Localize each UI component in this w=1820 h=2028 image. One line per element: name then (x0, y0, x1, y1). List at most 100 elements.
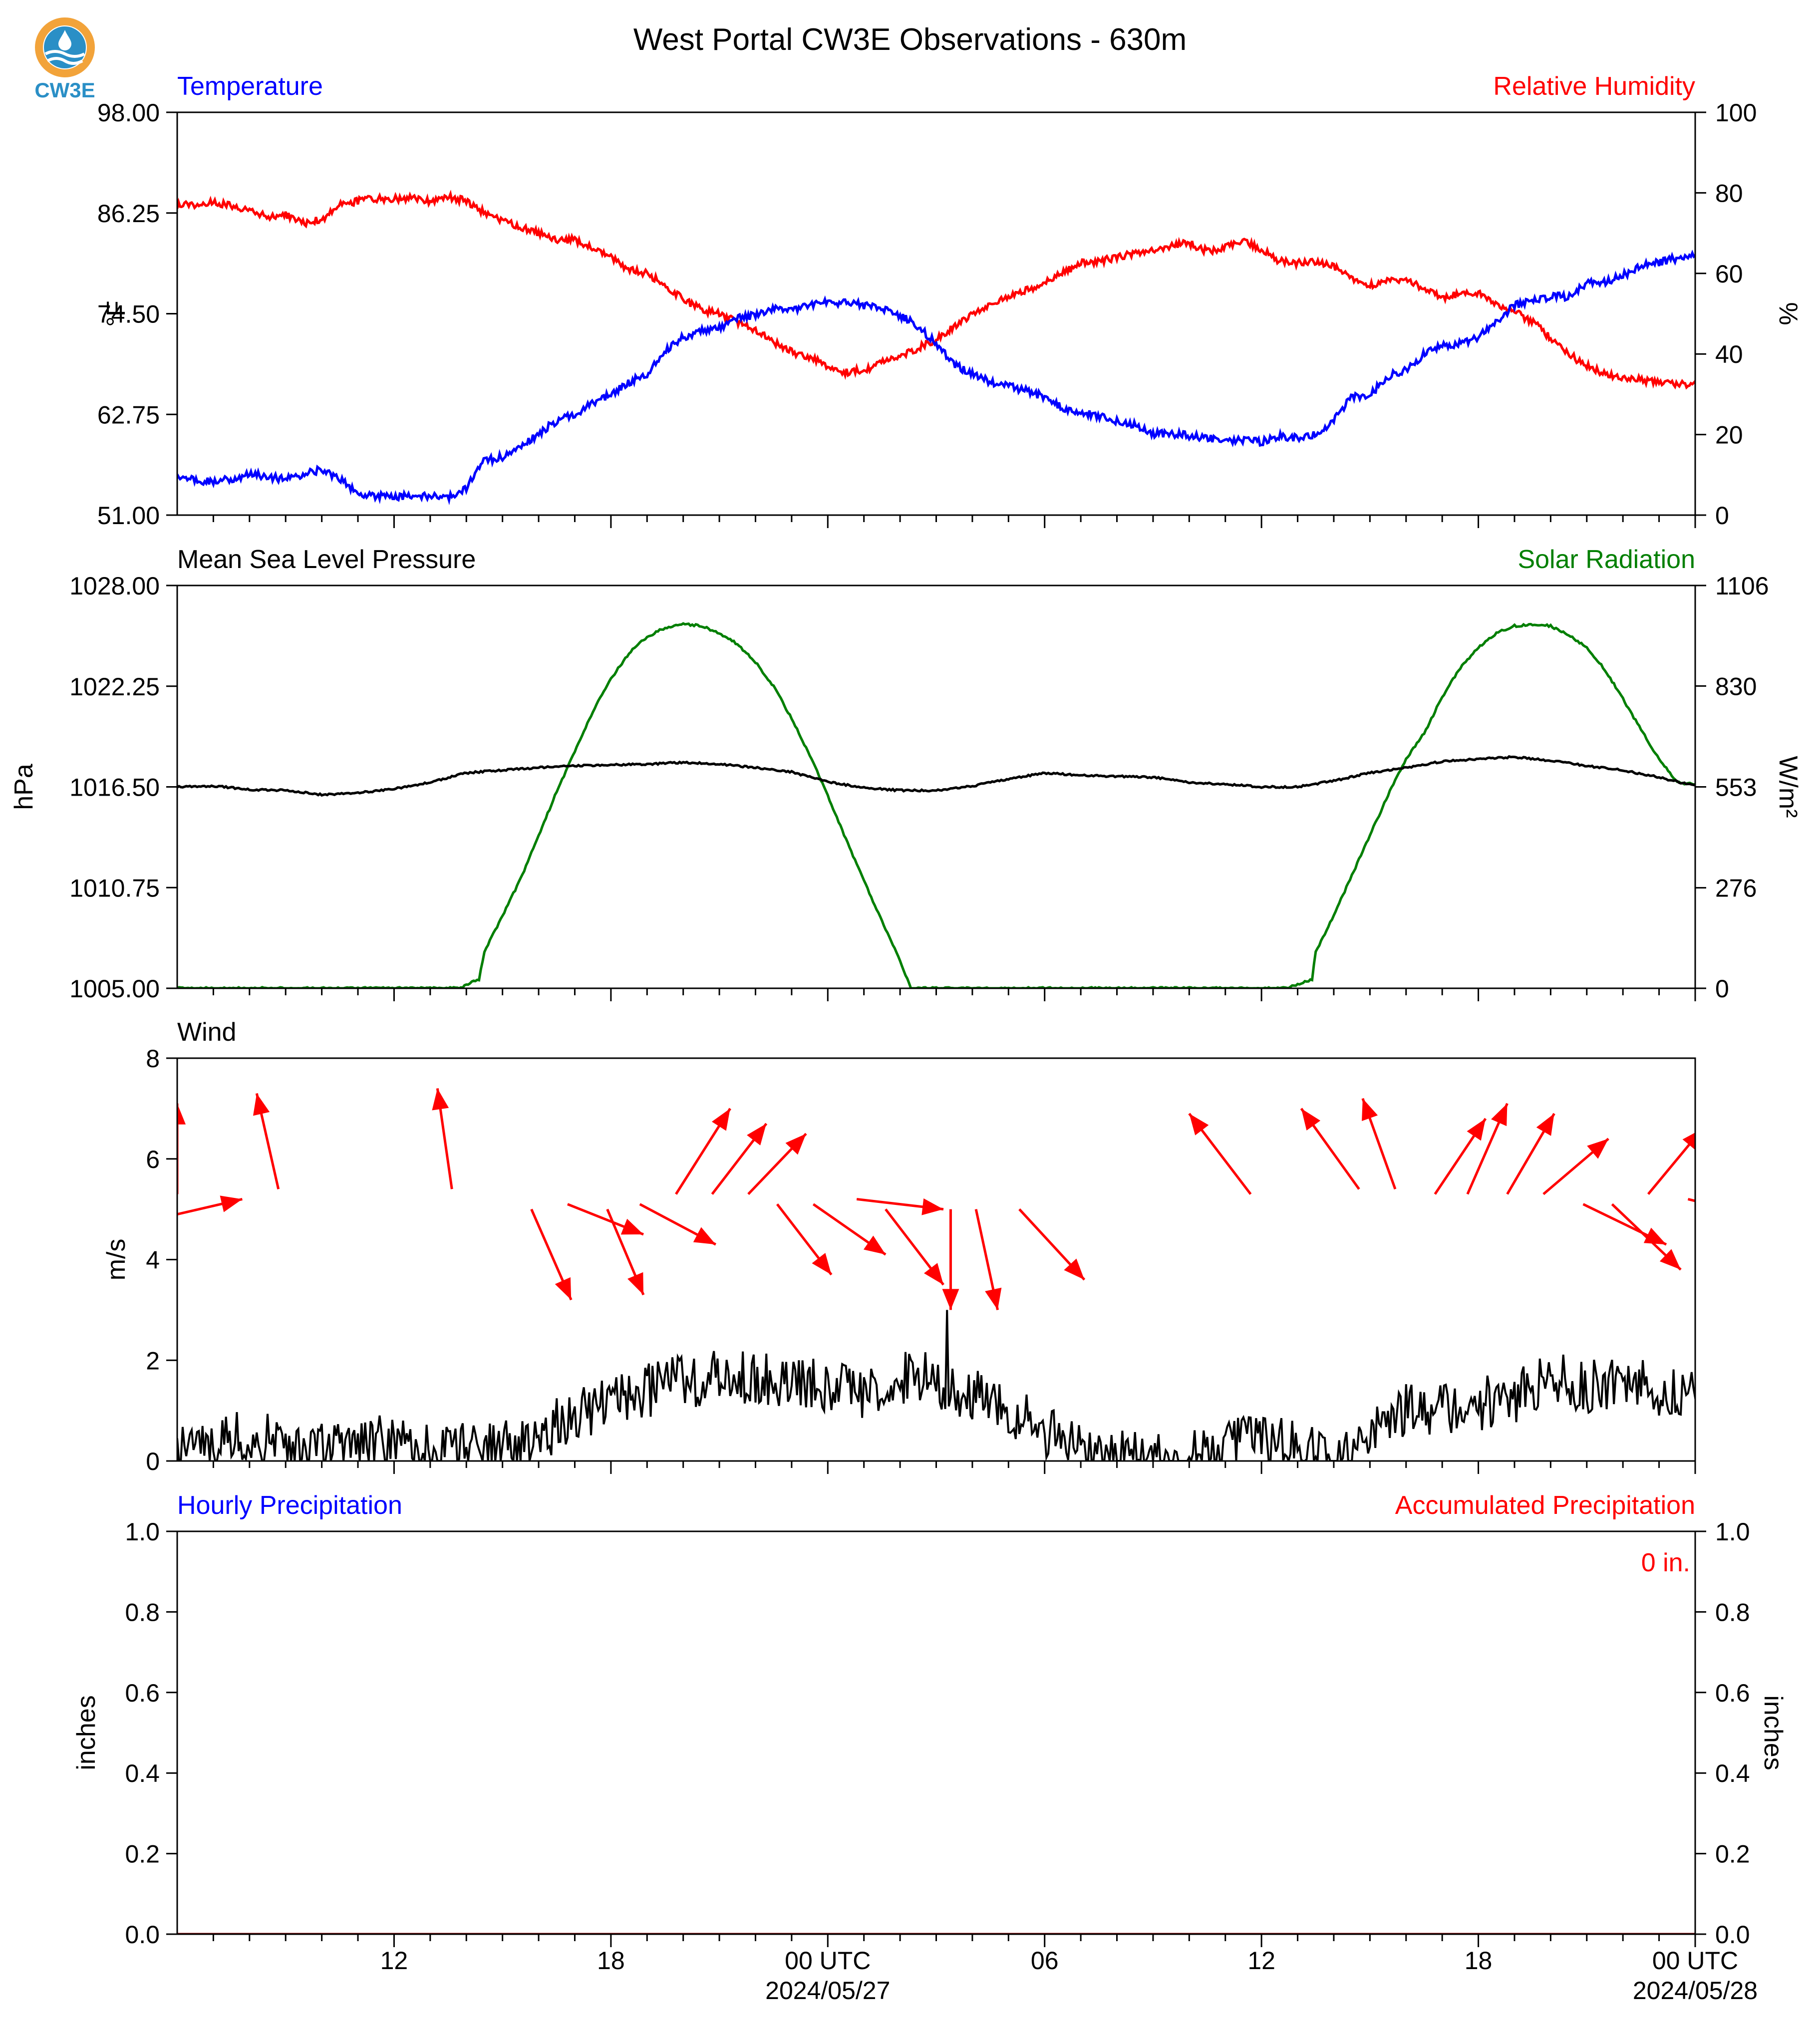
y-tick-label-left: 1016.50 (69, 774, 160, 802)
wind-arrow (1724, 1224, 1750, 1260)
panel-wind: Wind 0 2 4 6 8 m/s (102, 1018, 1750, 1475)
y-tick-label-right: 0 (1715, 502, 1729, 530)
y-tick-label-right: 0 (1715, 975, 1729, 1003)
panel-title-left: Wind (177, 1018, 236, 1047)
wind-arrow-head (812, 1253, 832, 1275)
y-tick-label-left: 1010.75 (69, 874, 160, 902)
wind-arrow-head (985, 1287, 1002, 1310)
wind-arrow-head (1730, 1237, 1749, 1259)
logo-text: CW3E (34, 78, 95, 102)
y-tick-label-left: 8 (146, 1045, 160, 1073)
y-tick-label-right: 276 (1715, 874, 1757, 902)
y-tick-label-right: 830 (1715, 672, 1757, 700)
y-tick-label-left: 98.00 (97, 99, 160, 127)
series-wind-speed (177, 1310, 1695, 1461)
y-tick-label-left: 0.6 (125, 1679, 160, 1707)
y-tick-label-right: 0.8 (1715, 1598, 1750, 1626)
panel-title-right: Relative Humidity (1493, 72, 1695, 101)
cw3e-logo: CW3E (34, 17, 95, 102)
x-tick-date-label: 2024/05/28 (1633, 1977, 1758, 2005)
y-tick-label-right: 100 (1715, 99, 1757, 127)
logo-drop-icon (58, 30, 71, 50)
y-tick-label-left: 4 (146, 1246, 160, 1274)
logo-sun-ring (35, 17, 95, 77)
y-tick-label-right: 40 (1715, 340, 1743, 368)
wind-arrow-head (1682, 1133, 1695, 1150)
wind-arrow-head (1659, 1249, 1681, 1270)
panel-frame (176, 1530, 1696, 1935)
wind-arrow-head (1064, 1258, 1085, 1280)
y-tick-label-left: 1022.25 (69, 673, 160, 701)
wind-arrow-head (1301, 1108, 1321, 1131)
wind-arrow-head (711, 1108, 730, 1131)
plot-area (177, 1088, 1750, 1461)
wind-arrow-head (693, 1227, 716, 1245)
y-tick-label-right: 1106 (1715, 572, 1769, 600)
y-axis-label-left: m/s (102, 1239, 131, 1281)
y-tick-label-right: 80 (1715, 179, 1743, 207)
precip-total-annotation: 0 in. (1641, 1548, 1690, 1577)
y-axis-label-left: inches (72, 1695, 101, 1770)
wind-arrow-head (1189, 1113, 1209, 1136)
y-tick-label-left: 1028.00 (69, 572, 160, 600)
y-tick-label-left: 0.2 (125, 1840, 160, 1868)
wind-arrow-head (1467, 1119, 1486, 1141)
panel-title-right: Accumulated Precipitation (1395, 1491, 1695, 1520)
y-tick-label-left: 51.00 (97, 502, 160, 530)
wind-arrow-head (177, 1103, 186, 1125)
wind-arrow-head (863, 1235, 886, 1255)
wind-arrow (1687, 1198, 1695, 1202)
panel-precip: Hourly Precipitation Accumulated Precipit… (72, 1491, 1788, 1949)
y-tick-label-left: 0.8 (125, 1598, 160, 1626)
y-tick-label-left: 6 (146, 1146, 160, 1173)
y-tick-label-left: 2 (146, 1347, 160, 1375)
x-tick-label: 18 (1465, 1947, 1493, 1975)
wind-arrow-head (253, 1093, 270, 1116)
panel-title-left: Mean Sea Level Pressure (177, 545, 476, 574)
wind-arrow-head (555, 1277, 572, 1300)
y-axis-label-right: inches (1759, 1695, 1788, 1770)
x-tick-label: 12 (1247, 1947, 1275, 1975)
wind-arrow-head (921, 1198, 943, 1215)
y-tick-label-left: 0.0 (125, 1921, 160, 1949)
y-tick-label-left: 0 (146, 1448, 160, 1475)
y-tick-label-right: 553 (1715, 774, 1757, 802)
y-tick-label-right: 0.2 (1715, 1840, 1750, 1868)
panel-frame (176, 111, 1696, 516)
y-tick-label-right: 60 (1715, 260, 1743, 288)
wind-arrow-head (747, 1124, 767, 1146)
wind-arrow-head (923, 1263, 943, 1285)
logo-wave-bottom (46, 57, 83, 65)
wind-arrow-head (1587, 1139, 1609, 1159)
x-tick-label: 00 UTC (785, 1947, 871, 1975)
panel-title-left: Hourly Precipitation (177, 1491, 402, 1520)
panel-pressure_solar: Mean Sea Level Pressure Solar Radiation 10… (9, 545, 1803, 1003)
wind-arrow-head (1491, 1103, 1508, 1127)
y-axis-label-left: hPa (9, 764, 38, 810)
series-relative-humidity (177, 189, 1695, 390)
series-temperature (177, 250, 1695, 506)
y-tick-label-right: 20 (1715, 421, 1743, 449)
figure-title: West Portal CW3E Observations - 630m (633, 22, 1187, 57)
wind-arrow-head (785, 1134, 806, 1155)
panel-title-left: Temperature (177, 72, 323, 101)
y-tick-label-right: 0.0 (1715, 1921, 1750, 1949)
panel-frame (176, 584, 1696, 989)
y-axis-label-right: W/m² (1774, 756, 1803, 818)
x-tick-label: 00 UTC (1652, 1947, 1738, 1975)
y-tick-label-left: 62.75 (97, 401, 160, 429)
wind-arrow-head (627, 1272, 644, 1295)
plot-area (177, 622, 1695, 988)
y-tick-label-left: 0.4 (125, 1759, 160, 1787)
y-tick-label-left: 1.0 (125, 1518, 160, 1546)
series-solar-radiation (177, 622, 1695, 988)
y-tick-label-left: 86.25 (97, 200, 160, 228)
logo-wave-top (44, 50, 85, 58)
x-tick-label: 06 (1031, 1947, 1059, 1975)
panel-temp_rh: Temperature Relative Humidity 51.00 62.75 74… (97, 72, 1803, 530)
wind-arrow-head (1362, 1098, 1378, 1121)
y-tick-label-right: 0.4 (1715, 1759, 1750, 1787)
wind-arrow-head (1727, 1201, 1750, 1217)
wind-arrow-head (432, 1088, 449, 1111)
